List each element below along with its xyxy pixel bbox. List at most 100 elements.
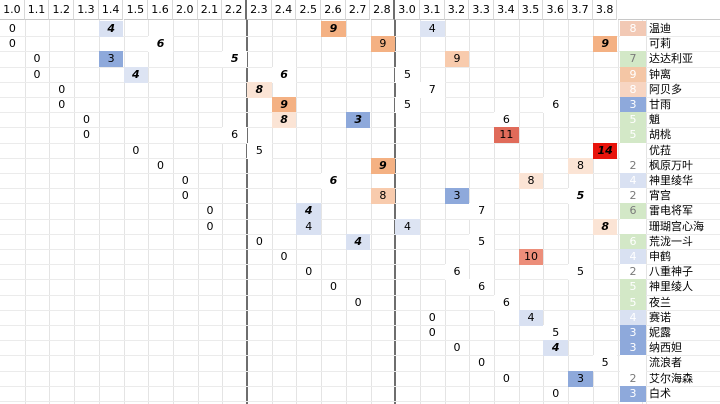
data-cell[interactable]: 7 [469,203,494,220]
rerun-count-cell[interactable]: 5 [620,279,646,296]
column-header[interactable]: 2.5 [296,0,322,20]
column-header[interactable]: 3.1 [419,0,445,20]
data-cell[interactable]: 3 [568,370,593,387]
data-cell[interactable]: 5 [568,264,593,281]
rerun-count-cell[interactable]: 2 [620,157,646,174]
column-header[interactable]: 1.4 [98,0,124,20]
data-cell[interactable]: 6 [321,173,346,189]
data-cell[interactable]: 14 [592,142,618,159]
column-header[interactable]: 1.5 [123,0,149,20]
data-cell[interactable]: 4 [345,233,371,250]
data-cell[interactable]: 6 [148,36,173,53]
data-cell[interactable]: 5 [592,355,618,372]
rerun-count-cell[interactable]: 4 [620,173,646,189]
rerun-count-cell[interactable]: 4 [620,309,646,326]
data-cell[interactable]: 9 [321,21,346,37]
rerun-count-cell[interactable]: 8 [620,21,646,37]
data-cell[interactable]: 7 [419,81,445,98]
data-cell[interactable]: 8 [370,188,396,205]
data-cell[interactable]: 11 [494,127,519,144]
data-cell[interactable]: 6 [222,127,247,144]
rerun-count-cell[interactable]: 5 [620,294,646,311]
data-cell[interactable]: 8 [518,173,544,189]
data-cell[interactable]: 3 [98,51,124,68]
rerun-count-cell[interactable] [620,355,646,372]
data-cell[interactable]: 4 [123,66,149,83]
data-cell[interactable]: 4 [98,21,124,37]
data-cell[interactable]: 10 [518,249,544,265]
column-header[interactable]: 2.4 [271,0,297,20]
data-cell[interactable]: 4 [419,21,445,37]
column-header[interactable]: 2.8 [370,0,396,20]
rerun-count-cell[interactable]: 2 [620,370,646,387]
rerun-count-cell[interactable] [620,142,646,159]
rerun-count-cell[interactable]: 3 [620,385,646,402]
data-cell[interactable]: 3 [345,112,371,129]
rerun-count-cell[interactable]: 9 [620,66,646,83]
rerun-count-cell[interactable]: 3 [620,97,646,113]
data-cell[interactable]: 5 [247,142,272,159]
rerun-count-cell[interactable]: 8 [620,81,646,98]
column-header[interactable]: 3.0 [395,0,420,20]
column-header[interactable]: 3.5 [518,0,544,20]
column-header[interactable]: 2.2 [222,0,247,20]
rerun-count-cell[interactable]: 6 [620,203,646,220]
column-header[interactable]: 1.6 [148,0,173,20]
rerun-count-cell[interactable]: 2 [620,188,646,205]
data-cell[interactable]: 6 [469,279,494,296]
data-cell[interactable]: 8 [247,81,272,98]
column-header[interactable]: 2.6 [321,0,346,20]
column-header[interactable]: 2.7 [345,0,371,20]
column-header[interactable]: 1.2 [49,0,75,20]
data-cell[interactable]: 5 [395,97,420,113]
data-cell[interactable]: 3 [444,188,470,205]
rerun-count-cell[interactable] [620,36,646,53]
data-cell[interactable]: 6 [271,66,297,83]
data-cell[interactable]: 5 [469,233,494,250]
data-cell[interactable]: 6 [543,97,569,113]
data-cell[interactable]: 4 [543,340,569,357]
data-cell[interactable]: 6 [494,112,519,129]
column-header[interactable]: 2.1 [197,0,223,20]
column-header[interactable]: 2.3 [247,0,272,20]
column-header[interactable]: 3.2 [444,0,470,20]
column-header[interactable]: 3.7 [568,0,593,20]
data-cell[interactable]: 4 [296,218,322,235]
data-cell[interactable]: 6 [494,294,519,311]
rerun-count-cell[interactable]: 5 [620,127,646,144]
rerun-count-cell[interactable]: 3 [620,325,646,341]
column-header[interactable]: 1.3 [74,0,99,20]
rerun-count-cell[interactable]: 3 [620,340,646,357]
column-header[interactable]: 2.0 [172,0,198,20]
column-header[interactable]: 1.1 [24,0,50,20]
data-cell[interactable]: 6 [444,264,470,281]
data-cell[interactable]: 8 [568,157,593,174]
rerun-count-cell[interactable]: 5 [620,112,646,129]
column-header[interactable]: 3.4 [494,0,519,20]
data-cell[interactable]: 9 [444,51,470,68]
rerun-count-cell[interactable]: 6 [620,233,646,250]
grid-line [0,66,720,68]
rerun-count-cell[interactable]: 4 [620,249,646,265]
data-cell[interactable]: 4 [395,218,420,235]
data-cell[interactable]: 8 [271,112,297,129]
data-cell[interactable]: 9 [271,97,297,113]
data-cell[interactable]: 5 [395,66,420,83]
column-header[interactable]: 3.8 [592,0,618,20]
zero-value: 0 [132,143,140,157]
data-cell[interactable]: 5 [222,51,247,68]
column-header[interactable]: 1.0 [0,0,25,20]
rerun-count-cell[interactable]: 2 [620,264,646,281]
data-cell[interactable]: 5 [568,188,593,205]
rerun-count-cell[interactable]: 7 [620,51,646,68]
data-cell[interactable]: 4 [518,309,544,326]
column-header[interactable]: 3.6 [543,0,569,20]
data-cell[interactable]: 8 [592,218,618,235]
data-cell[interactable]: 4 [296,203,322,220]
column-header[interactable]: 3.3 [469,0,494,20]
data-cell[interactable]: 9 [370,157,396,174]
data-cell[interactable]: 5 [543,325,569,341]
data-cell[interactable]: 9 [370,36,396,53]
data-cell[interactable]: 9 [592,36,618,53]
rerun-count-cell[interactable] [620,218,646,235]
